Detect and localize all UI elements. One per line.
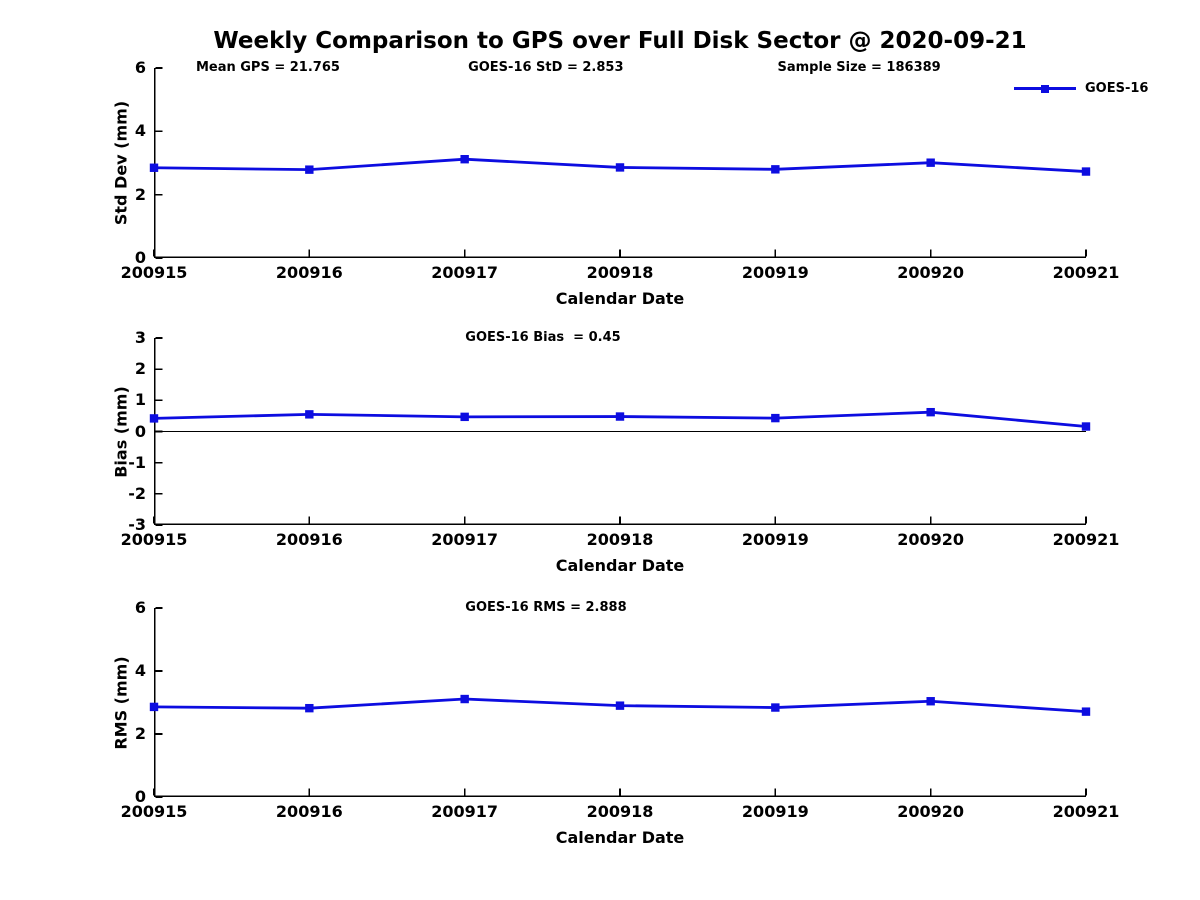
y-tick-label: 2	[134, 184, 146, 204]
chart-title: Weekly Comparison to GPS over Full Disk …	[213, 28, 1027, 54]
data-point-marker	[149, 163, 159, 172]
x-tick-label: 200921	[1052, 802, 1120, 821]
data-point-marker	[615, 412, 625, 421]
x-tick-label: 200916	[275, 263, 343, 282]
data-point-marker	[305, 703, 314, 713]
legend-square-marker-icon	[1041, 84, 1049, 93]
x-tick-label: 200916	[275, 530, 343, 549]
data-point-marker	[1081, 167, 1091, 176]
data-point-marker	[771, 165, 780, 174]
y-tick-label: 0	[134, 787, 146, 806]
data-point-marker	[305, 410, 314, 419]
x-tick-label: 200915	[120, 263, 188, 282]
data-point-marker	[460, 155, 469, 164]
legend: GOES-16	[1014, 81, 1148, 96]
data-point-marker	[615, 701, 625, 710]
x-tick-label: 200920	[897, 530, 965, 549]
plot-canvas	[149, 67, 1091, 259]
x-tick-label: 200919	[741, 263, 809, 282]
y-tick-label: 0	[134, 248, 146, 267]
plot-canvas	[149, 337, 1091, 526]
y-tick-label: 3	[134, 328, 146, 347]
x-tick-label: 200919	[741, 802, 809, 821]
y-tick-label: 6	[134, 598, 146, 617]
x-axis-label: Calendar Date	[555, 289, 685, 308]
data-point-marker	[460, 694, 469, 704]
x-tick-label: 200916	[275, 802, 343, 821]
data-point-marker	[771, 703, 780, 712]
x-tick-label: 200921	[1052, 263, 1120, 282]
y-tick-label: 4	[134, 661, 146, 680]
annotation: GOES-16 Bias = 0.45	[465, 330, 621, 345]
x-tick-label: 200917	[431, 802, 499, 821]
data-point-marker	[615, 163, 625, 172]
y-tick-label: 4	[134, 121, 146, 141]
annotation: Mean GPS = 21.765	[195, 60, 340, 75]
x-tick-label: 200921	[1052, 530, 1120, 549]
y-tick-label: 2	[134, 359, 146, 379]
x-tick-label: 200918	[586, 802, 654, 821]
y-tick-label: -2	[128, 483, 146, 503]
y-tick-label: 6	[134, 58, 146, 77]
data-point-marker	[149, 414, 159, 423]
legend-label: GOES-16	[1085, 81, 1149, 96]
x-tick-label: 200920	[897, 263, 965, 282]
annotation: GOES-16 RMS = 2.888	[465, 600, 627, 615]
annotation: GOES-16 StD = 2.853	[468, 60, 624, 75]
y-tick-label: 1	[134, 390, 146, 410]
x-axis-label: Calendar Date	[555, 556, 685, 575]
x-tick-label: 200920	[897, 802, 965, 821]
x-axis-label: Calendar Date	[555, 828, 685, 847]
data-point-marker	[926, 407, 935, 417]
data-point-marker	[1081, 422, 1091, 431]
data-point-marker	[149, 702, 159, 712]
y-tick-label: 0	[134, 421, 146, 441]
x-tick-label: 200915	[120, 530, 188, 549]
bias-plot: Bias (mm) -3 -2 -1 0 1 2 3 200915 200916 200917 2…	[112, 328, 1120, 575]
x-tick-label: 200917	[431, 263, 499, 282]
y-tick-label: -3	[128, 515, 146, 534]
plot-canvas	[149, 607, 1091, 798]
data-point-marker	[305, 165, 314, 174]
x-tick-label: 200918	[586, 263, 654, 282]
annotation: Sample Size = 186389	[777, 60, 941, 75]
x-tick-label: 200918	[586, 530, 654, 549]
x-tick-label: 200917	[431, 530, 499, 549]
legend-line-sample	[1014, 84, 1076, 93]
data-point-marker	[771, 413, 780, 423]
y-tick-label: -1	[128, 452, 146, 472]
y-tick-label: 2	[134, 724, 146, 743]
x-tick-label: 200919	[741, 530, 809, 549]
data-point-marker	[1081, 707, 1091, 716]
data-point-marker	[926, 158, 935, 167]
x-tick-label: 200915	[120, 802, 188, 821]
data-point-marker	[926, 697, 935, 706]
data-point-marker	[460, 412, 469, 422]
